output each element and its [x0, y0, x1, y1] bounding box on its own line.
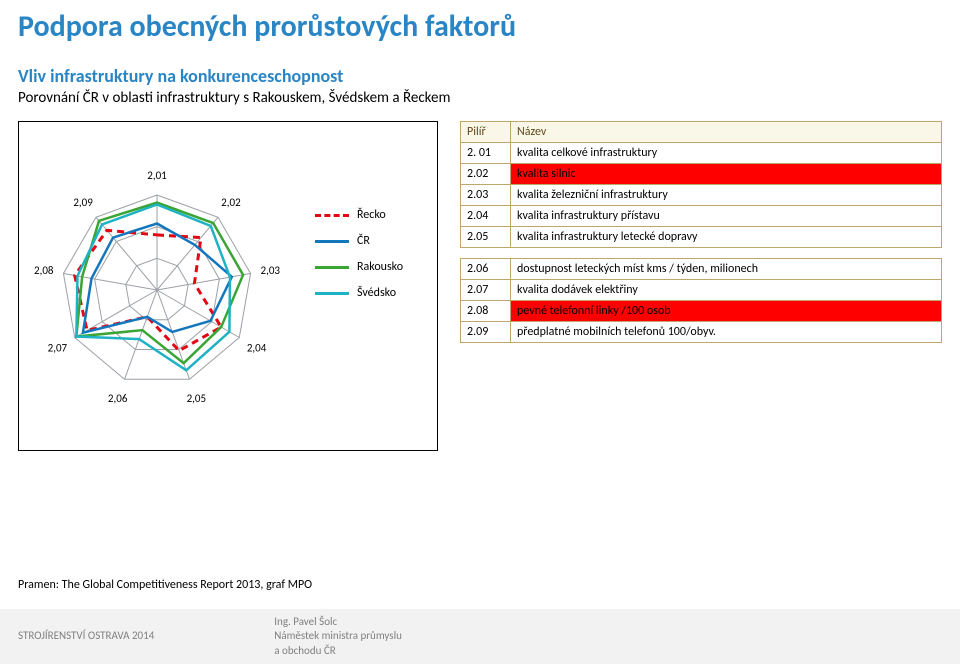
svg-text:2,08: 2,08	[34, 264, 54, 277]
subtext: Porovnání ČR v oblasti infrastruktury s …	[0, 87, 960, 107]
svg-text:2,04: 2,04	[247, 342, 267, 355]
pillar-name: pevné telefonní linky /100 osob	[511, 301, 942, 322]
tables-column: Pilíř Název 2. 01kvalita celkové infrast…	[460, 121, 942, 451]
pillar-code: 2.03	[461, 185, 511, 206]
table-row: 2.07kvalita dodávek elektřiny	[461, 280, 942, 301]
pillar-name: předplatné mobilních telefonů 100/obyv.	[511, 322, 942, 343]
footer-line: a obchodu ČR	[274, 644, 402, 658]
footer: STROJÍRENSTVÍ OSTRAVA 2014 Ing. Pavel Šo…	[0, 609, 960, 664]
table-header-name: Název	[511, 122, 942, 143]
pillar-code: 2.04	[461, 206, 511, 227]
legend-label: Řecko	[357, 202, 386, 228]
pillar-code: 2.07	[461, 280, 511, 301]
subtitle: Vliv infrastruktury na konkurenceschopno…	[0, 49, 960, 87]
table-row: 2.02kvalita silnic	[461, 164, 942, 185]
svg-text:2,05: 2,05	[187, 392, 206, 405]
legend-swatch	[315, 214, 349, 217]
pillar-code: 2. 01	[461, 143, 511, 164]
table-row: 2.06dostupnost leteckých míst kms / týde…	[461, 259, 942, 280]
pillar-name: kvalita silnic	[511, 164, 942, 185]
legend-item: Švédsko	[315, 280, 425, 306]
page-title: Podpora obecných prorůstových faktorů	[0, 0, 960, 49]
pillar-name: kvalita celkové infrastruktury	[511, 143, 942, 164]
pillar-table-1: Pilíř Název 2. 01kvalita celkové infrast…	[460, 121, 942, 248]
legend-item: Řecko	[315, 202, 425, 228]
table-row: 2.04kvalita infrastruktury přístavu	[461, 206, 942, 227]
legend-label: Švédsko	[357, 280, 396, 306]
table-row: 2.05kvalita infrastruktury letecké dopra…	[461, 227, 942, 248]
legend-swatch	[315, 292, 349, 295]
table-header-code: Pilíř	[461, 122, 511, 143]
svg-text:2,03: 2,03	[261, 264, 281, 277]
svg-text:2,09: 2,09	[73, 196, 93, 209]
legend-label: ČR	[357, 228, 370, 254]
footer-line: Ing. Pavel Šolc	[274, 615, 402, 629]
pillar-table-2: 2.06dostupnost leteckých míst kms / týde…	[460, 258, 942, 343]
footer-right: Ing. Pavel ŠolcNáměstek ministra průmysl…	[274, 615, 402, 658]
pillar-code: 2.06	[461, 259, 511, 280]
pillar-name: kvalita infrastruktury letecké dopravy	[511, 227, 942, 248]
svg-text:2,01: 2,01	[147, 169, 167, 182]
pillar-code: 2.08	[461, 301, 511, 322]
table-row: 2.09předplatné mobilních telefonů 100/ob…	[461, 322, 942, 343]
footer-line: Náměstek ministra průmyslu	[274, 629, 402, 643]
content-row: 2,01 2,02 2,03 2,04 2,05 2,06 2,07 2,08 2,09 Řec…	[0, 107, 960, 451]
legend-item: Rakousko	[315, 254, 425, 280]
svg-text:2,02: 2,02	[221, 196, 241, 209]
table-row: 2.03kvalita železniční infrastruktury	[461, 185, 942, 206]
legend-swatch	[315, 240, 349, 243]
radar-chart: 2,01 2,02 2,03 2,04 2,05 2,06 2,07 2,08 2,09 Řec…	[18, 121, 438, 451]
pillar-name: kvalita dodávek elektřiny	[511, 280, 942, 301]
source-citation: Pramen: The Global Competitiveness Repor…	[18, 578, 312, 592]
pillar-code: 2.09	[461, 322, 511, 343]
legend-item: ČR	[315, 228, 425, 254]
pillar-code: 2.05	[461, 227, 511, 248]
pillar-name: kvalita infrastruktury přístavu	[511, 206, 942, 227]
table-row: 2.08pevné telefonní linky /100 osob	[461, 301, 942, 322]
footer-left: STROJÍRENSTVÍ OSTRAVA 2014	[18, 629, 154, 643]
table-row: 2. 01kvalita celkové infrastruktury	[461, 143, 942, 164]
legend-label: Rakousko	[357, 254, 403, 280]
svg-text:2,07: 2,07	[48, 342, 68, 355]
pillar-name: dostupnost leteckých míst kms / týden, m…	[511, 259, 942, 280]
chart-legend: ŘeckoČRRakouskoŠvédsko	[315, 202, 425, 306]
pillar-name: kvalita železniční infrastruktury	[511, 185, 942, 206]
pillar-code: 2.02	[461, 164, 511, 185]
svg-text:2,06: 2,06	[108, 392, 128, 405]
legend-swatch	[315, 266, 349, 269]
